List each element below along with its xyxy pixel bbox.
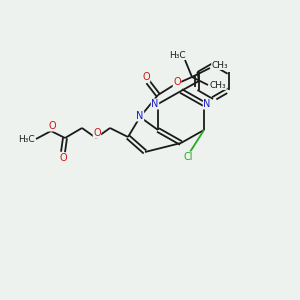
Text: CH₃: CH₃ xyxy=(212,61,228,70)
Text: CH₃: CH₃ xyxy=(210,80,226,89)
Text: O: O xyxy=(93,128,101,138)
Text: N: N xyxy=(151,99,159,109)
Text: H₃C: H₃C xyxy=(18,134,34,143)
Text: N: N xyxy=(136,111,144,121)
Text: O: O xyxy=(48,121,56,131)
Text: Cl: Cl xyxy=(183,152,193,162)
Text: O: O xyxy=(142,72,150,82)
Text: O: O xyxy=(173,77,181,87)
Text: O: O xyxy=(59,153,67,163)
Text: H₃C: H₃C xyxy=(169,50,185,59)
Text: N: N xyxy=(203,99,211,109)
